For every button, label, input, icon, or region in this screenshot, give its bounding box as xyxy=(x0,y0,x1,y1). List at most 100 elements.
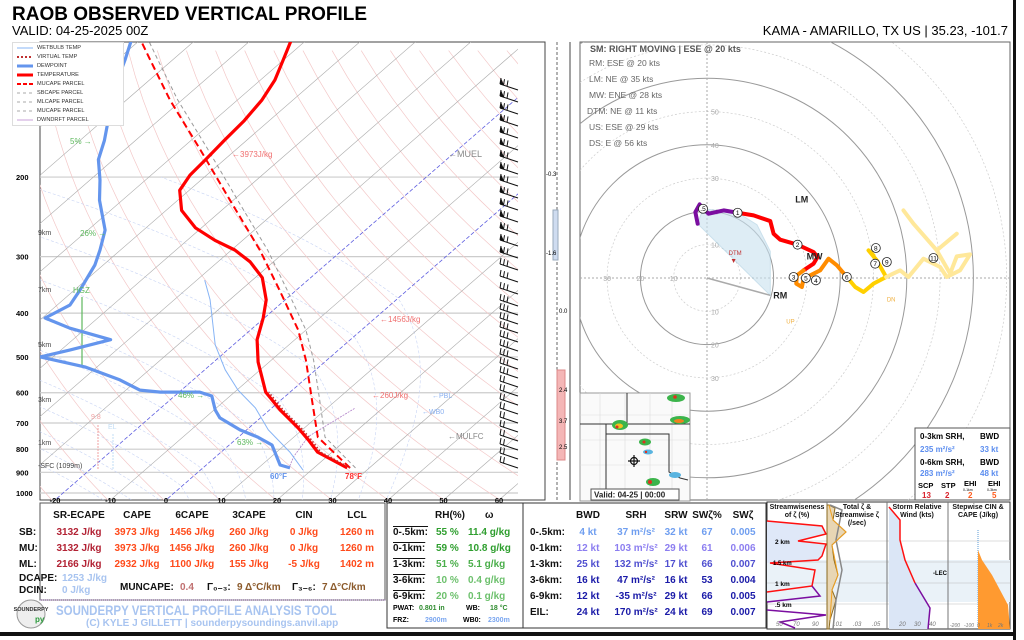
ring-label: 10 xyxy=(711,309,719,316)
height-marker: .5 xyxy=(698,203,708,214)
ring-label: 30 xyxy=(711,376,719,383)
column-header: SWζ% xyxy=(692,510,722,521)
hodograph-trace xyxy=(844,248,889,294)
column-header: SR-ECAPE xyxy=(53,510,105,521)
hodograph-label-lm: LM xyxy=(795,195,808,205)
wind-barb xyxy=(499,338,519,352)
table-cell: 0 J/kg xyxy=(289,543,319,554)
table-cell: 170 m²/s² xyxy=(614,607,658,618)
isotherm xyxy=(221,241,518,500)
sfc-label: -SFC (1099m) xyxy=(38,463,83,470)
table-cell: 12 kt xyxy=(576,543,600,554)
panel3-title: Storm Relative Wind (kts) xyxy=(892,504,942,519)
dry-adiabat xyxy=(127,50,501,500)
wb0-value: 2300m xyxy=(488,617,510,624)
row-label: 0-1km: xyxy=(530,543,563,554)
wind-barb xyxy=(499,233,519,247)
wind-barb xyxy=(499,125,519,139)
table-cell: 53 xyxy=(701,575,713,586)
height-marker: 1 xyxy=(732,207,743,218)
wind-barb xyxy=(499,419,519,433)
bwd-label: BWD xyxy=(980,458,999,467)
wb-value: 18 °C xyxy=(490,605,508,612)
table-cell: 3973 J/kg xyxy=(114,527,160,538)
advection-label: -0.3 xyxy=(546,172,557,178)
frame-edge xyxy=(0,632,1016,636)
tick: .05 xyxy=(872,622,881,628)
storm-motion-item: DTM: NE @ 11 kts xyxy=(587,106,657,116)
muel-marker: ←MUEL xyxy=(448,149,483,159)
advection-label: 2.4 xyxy=(559,388,568,394)
wind-barb xyxy=(499,89,519,103)
dry-adiabat xyxy=(302,50,518,304)
rh-annotation: 5% → xyxy=(70,137,92,146)
table-cell: 1456 J/kg xyxy=(169,527,215,538)
ring-label: 50 xyxy=(711,110,719,117)
ring-label: 20 xyxy=(637,276,645,283)
hodograph[interactable]: 1010102020203030304050.512354678911RMLMM… xyxy=(407,0,1010,578)
ring-label: 30 xyxy=(603,276,611,283)
column-header: CAPE xyxy=(123,510,151,521)
advection-label: -1.6 xyxy=(546,251,557,257)
sounderpy-logo: SOUNDERPY py xyxy=(14,599,49,629)
svg-text:9: 9 xyxy=(885,260,889,267)
cape-annotation: ←260J/kg xyxy=(372,391,409,400)
station-info: KAMA - AMARILLO, TX US | 35.23, -101.7 xyxy=(762,23,1008,38)
table-cell: 132 m²/s² xyxy=(614,559,658,570)
panel4-title: Stepwise CIN & CAPE (J/kg) xyxy=(952,504,1004,519)
table-cell: 29 kt xyxy=(664,543,688,554)
dry-adiabat xyxy=(331,50,518,270)
ehi1-value: 2 xyxy=(968,491,973,500)
height-marker: 8 xyxy=(870,243,881,253)
rh-value: 55 % xyxy=(436,527,459,538)
wind-barb xyxy=(499,329,519,343)
height-label: 3km xyxy=(38,397,52,404)
scp-value: 13 xyxy=(922,491,931,500)
pressure-tick-label: 1000 xyxy=(16,489,33,498)
radar-inset: Valid: 04-25 | 00:00 xyxy=(579,392,691,502)
hodograph-trace xyxy=(884,208,973,280)
wind-barb xyxy=(499,410,519,424)
tick: 1k xyxy=(987,623,993,629)
frz-label: FRZ: xyxy=(393,617,409,624)
column-header: 6CAPE xyxy=(175,510,209,521)
table-cell: 1260 m xyxy=(340,543,374,554)
mixing-ratio-header: ω xyxy=(485,510,494,521)
storm-motion-item: MW: ENE @ 28 kts xyxy=(589,90,662,100)
tick: 20 xyxy=(898,622,906,628)
temperature-tick-label: 0 xyxy=(164,496,168,505)
table-cell: 260 J/kg xyxy=(229,543,269,554)
column-header: SRH xyxy=(625,510,647,521)
column-header: SRW xyxy=(664,510,688,521)
legend-item: VIRTUAL TEMP xyxy=(37,54,78,60)
isotherm xyxy=(110,145,518,500)
ehi-label: EHI xyxy=(964,479,977,488)
dcin-label: DCIN: xyxy=(19,585,47,596)
dry-adiabat xyxy=(40,274,221,500)
wind-barb xyxy=(499,293,519,307)
mixing-ratio-value: 10.8 g/kg xyxy=(468,543,511,554)
valid-time: VALID: 04-25-2025 00Z xyxy=(12,23,149,38)
temperature-tick-label: 20 xyxy=(273,496,281,505)
advection-label: 0.0 xyxy=(559,309,568,315)
pwat-value: 0.801 in xyxy=(419,605,445,612)
ring-label: 30 xyxy=(711,176,719,183)
mucape-parcel-line xyxy=(140,42,351,469)
wind-barbs xyxy=(499,77,519,469)
column-header: SWζ xyxy=(732,510,754,521)
dcape-label: DCAPE: xyxy=(19,573,58,584)
rh-header: RH(%) xyxy=(435,510,465,521)
downdraft-parcel xyxy=(288,408,355,469)
column-header: BWD xyxy=(576,510,600,521)
table-cell: 16 kt xyxy=(664,575,688,586)
table-cell: 0.005 xyxy=(730,591,756,602)
skewt-profiles xyxy=(40,42,356,471)
muncape-value: 0.4 xyxy=(180,582,194,593)
table-cell: 66 xyxy=(701,559,713,570)
table-cell: 24 kt xyxy=(664,607,688,618)
table-cell: 260 J/kg xyxy=(229,527,269,538)
table-cell: 24 kt xyxy=(576,607,600,618)
pressure-tick-label: 600 xyxy=(16,389,29,398)
isotherm xyxy=(387,386,518,500)
